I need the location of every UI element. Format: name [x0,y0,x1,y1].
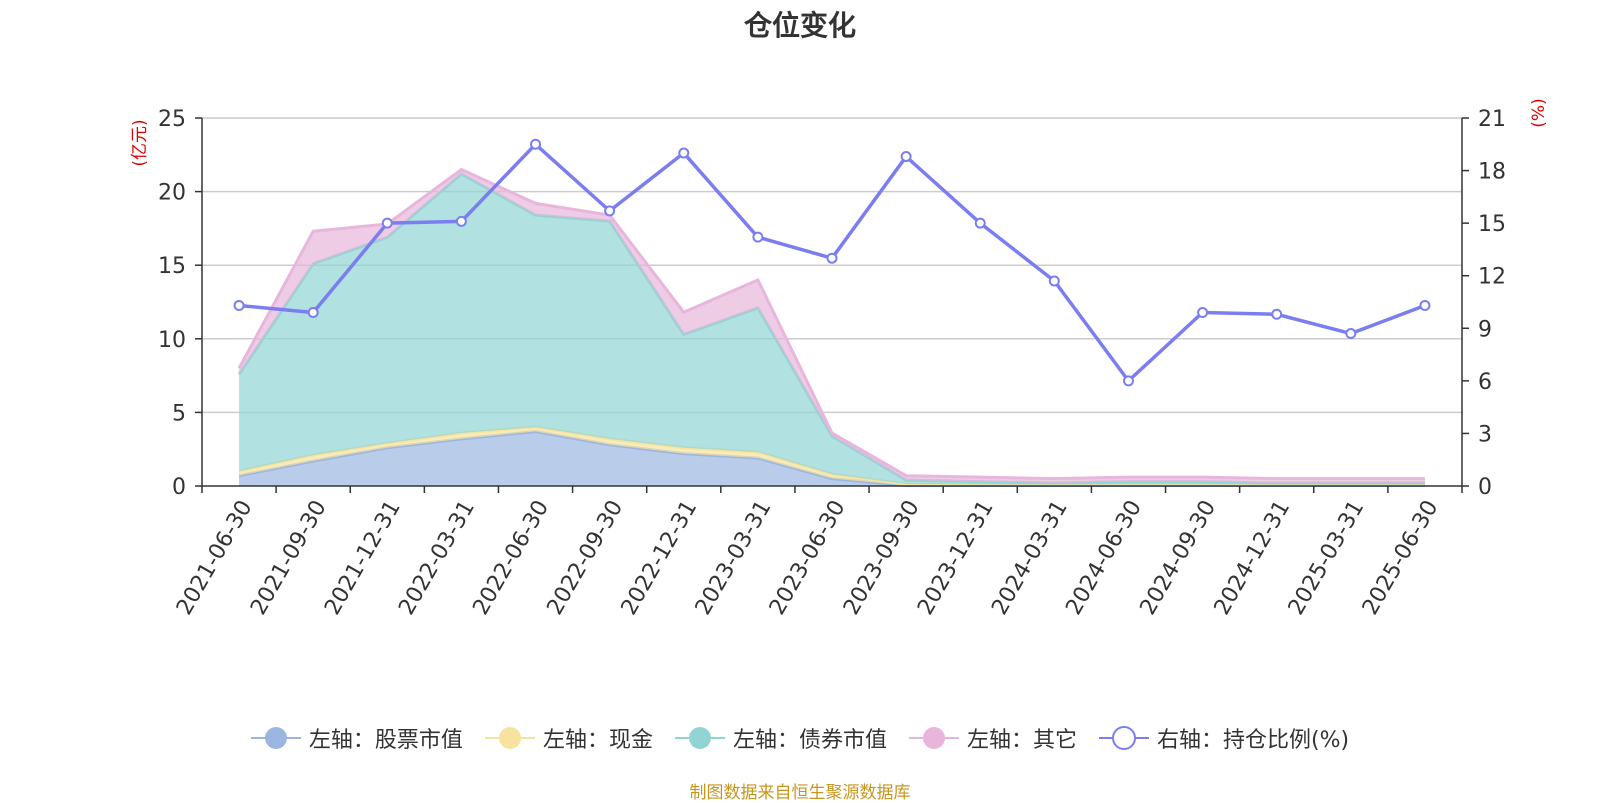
line-point [826,252,838,264]
x-tick-label: 2022-12-31 [617,496,703,619]
line-point [1048,275,1060,287]
x-tick-label: 2023-09-30 [839,496,925,619]
right-tick-label: 0 [1478,475,1492,500]
line-point [604,205,616,217]
x-tick-label: 2021-09-30 [246,496,332,619]
x-tick-label: 2025-03-31 [1284,496,1370,619]
legend-item[interactable]: 左轴：其它 [908,722,1077,754]
legend-label: 左轴：股票市值 [308,728,463,753]
chart-title: 仓位变化 [743,9,856,42]
line-point [455,215,467,227]
x-tick-label: 2024-12-31 [1210,496,1296,619]
legend-item[interactable]: 右轴：持仓比例(%) [1098,722,1350,754]
legend-line-marker-icon [1098,726,1149,750]
x-tick-label: 2023-03-31 [691,496,777,619]
right-tick-label: 12 [1478,265,1506,290]
line-point [233,300,245,312]
x-tick-label: 2022-09-30 [543,496,629,619]
legend-label: 左轴：现金 [542,728,653,753]
left-tick-label: 5 [172,401,186,426]
line-point [307,307,319,319]
line-point [1271,308,1283,320]
legend-area-marker-icon [250,727,301,749]
data-source-note: 制图数据来自恒生聚源数据库 [689,783,911,803]
right-tick-label: 15 [1478,212,1506,237]
legend-item[interactable]: 左轴：债券市值 [674,722,887,754]
legend-area-marker-icon [908,727,959,749]
line-point [1419,300,1431,312]
x-tick-label: 2025-06-30 [1358,496,1444,619]
line-point [381,217,393,229]
legend-label: 左轴：其它 [966,728,1077,753]
x-tick-label: 2023-06-30 [765,496,851,619]
x-tick-label: 2022-03-31 [394,496,480,619]
right-tick-label: 18 [1478,160,1506,185]
chart-legend: 左轴：股票市值 左轴：现金 左轴：债券市值 左轴：其它 右轴：持仓比例(%) [0,722,1600,754]
x-tick-label: 2023-12-31 [913,496,999,619]
left-tick-label: 20 [158,181,186,206]
legend-label: 左轴：债券市值 [732,728,887,753]
legend-label: 右轴：持仓比例(%) [1156,728,1350,753]
chart-canvas: 0 5 10 15 20 25 0 3 6 9 12 15 18 21 2021-06-302021-09-… [130,98,1549,619]
right-tick-label: 9 [1478,317,1492,342]
line-point [752,231,764,243]
legend-item[interactable]: 左轴：现金 [484,722,653,754]
line-point [974,217,986,229]
x-tick-label: 2024-09-30 [1136,496,1222,619]
right-tick-label: 3 [1478,422,1492,447]
left-axis-unit: (亿元) [130,119,150,166]
line-point [678,147,690,159]
right-tick-label: 21 [1478,107,1506,132]
x-tick-label: 2024-06-30 [1061,496,1147,619]
x-tick-label: 2021-06-30 [172,496,258,619]
x-tick-label: 2022-06-30 [468,496,554,619]
x-tick-label: 2024-03-31 [987,496,1073,619]
x-tick-label: 2021-12-31 [320,496,406,619]
left-tick-label: 25 [158,107,186,132]
legend-item[interactable]: 左轴：股票市值 [250,722,463,754]
area-左轴：股票市值 [239,431,1425,486]
right-axis-unit: (%) [1529,98,1549,127]
left-tick-label: 10 [158,328,186,353]
area-左轴：债券市值 [239,173,1425,485]
line-point [1345,328,1357,340]
area-edge-左轴：其它 [237,167,1425,481]
left-tick-label: 15 [158,254,186,279]
line-point [1197,307,1209,319]
right-tick-label: 6 [1478,370,1492,395]
line-point [900,151,912,163]
legend-area-marker-icon [674,727,725,749]
line-point [530,138,542,150]
line-point [1122,375,1134,387]
left-tick-label: 0 [172,475,186,500]
legend-area-marker-icon [484,727,535,749]
